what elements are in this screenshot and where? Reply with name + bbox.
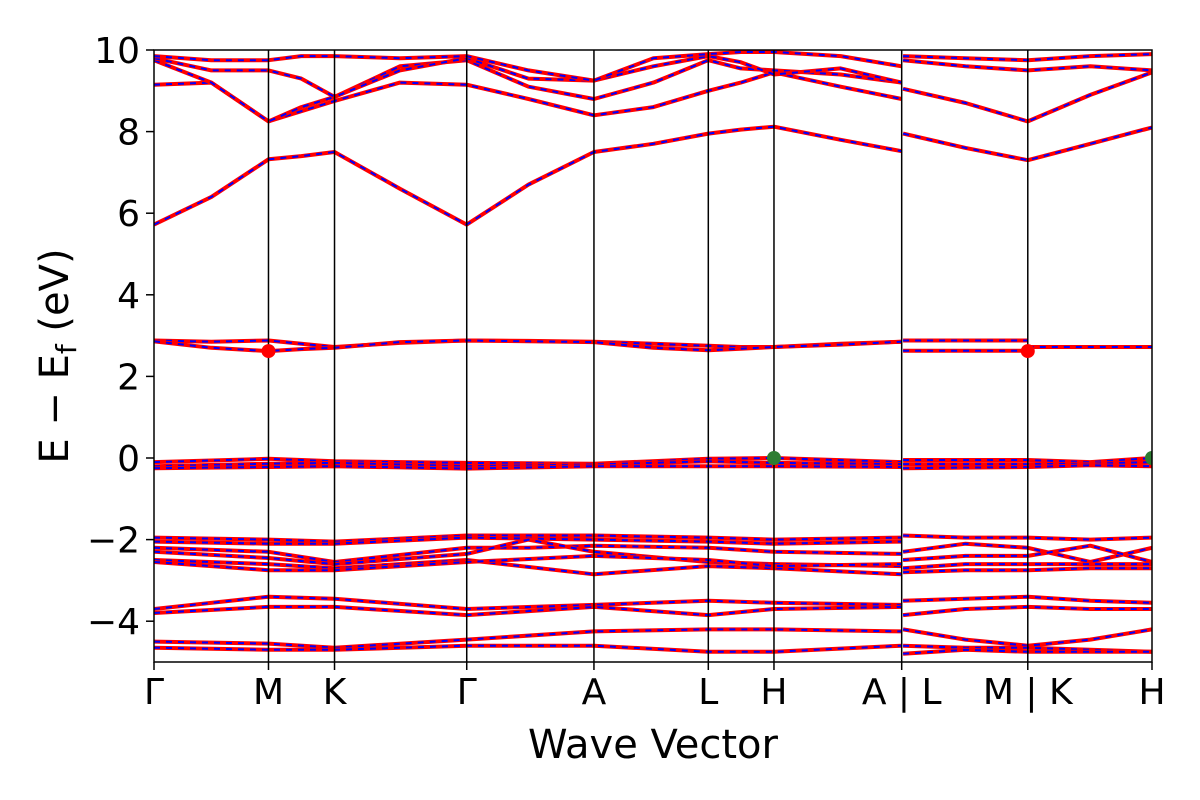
y-tick-label-1: −2	[87, 521, 140, 562]
x-tick-label-9: H	[1138, 672, 1165, 713]
x-tick-label-1: M	[253, 672, 284, 713]
plot-frame	[153, 49, 1153, 663]
band-line-blue-25	[154, 554, 902, 572]
y-axis-label-unit: (eV)	[32, 248, 78, 344]
band-line-blue-24	[154, 558, 902, 576]
band-line-blue-6	[902, 71, 1152, 123]
y-tick-label-6: 8	[117, 113, 140, 154]
high-symmetry-lines	[267, 50, 1029, 662]
band-line-blue-14	[154, 456, 902, 465]
x-tick-label-8: M | K	[983, 672, 1074, 713]
vbm-marker-3	[1145, 451, 1152, 465]
y-axis-label-sub: f	[50, 343, 83, 354]
band-line-blue-18	[903, 461, 1152, 466]
band-line-blue-32	[154, 605, 902, 617]
band-line-blue-35	[154, 628, 902, 649]
bands-layer	[154, 50, 1152, 656]
y-axis-label-main: E − E	[32, 354, 78, 464]
vbm-marker-2	[766, 451, 781, 465]
x-tick-label-6: H	[760, 672, 787, 713]
band-line-blue-19	[903, 464, 1152, 470]
x-tick-label-0: Γ	[144, 672, 164, 713]
y-tick-label-0: −4	[87, 602, 140, 643]
y-tick-label-3: 2	[117, 357, 140, 398]
band-line-blue-31	[154, 595, 902, 611]
y-tick-label-2: 0	[117, 439, 140, 480]
band-line-blue-17	[903, 457, 1152, 464]
x-tick-label-5: L	[698, 672, 718, 713]
band-line-red-3	[154, 54, 903, 99]
band-line-blue-0	[154, 125, 902, 226]
band-line-blue-22	[154, 544, 902, 564]
y-tick-label-5: 6	[117, 194, 140, 235]
y-tick-label-7: 10	[94, 31, 140, 72]
x-tick-label-4: A	[582, 672, 607, 713]
band-line-blue-20	[154, 534, 902, 543]
y-axis-label: E − Ef (eV)	[32, 248, 83, 463]
x-tick-label-3: Γ	[457, 672, 477, 713]
band-line-blue-36	[154, 644, 902, 653]
band-line-blue-4	[154, 51, 902, 82]
extrema-markers	[261, 344, 1152, 465]
band-line-blue-16	[154, 465, 902, 470]
y-axis-ticks: −4 −2 0 2 4 6 8 10	[87, 31, 154, 643]
x-tick-label-2: K	[323, 672, 348, 713]
band-line-blue-15	[154, 460, 902, 468]
cbm-marker-1	[1020, 344, 1035, 359]
y-tick-label-4: 4	[117, 276, 140, 317]
x-axis-label: Wave Vector	[528, 722, 779, 768]
x-tick-label-7: A | L	[862, 672, 942, 713]
cbm-marker-0	[261, 344, 276, 359]
band-line-red-0	[154, 124, 903, 227]
band-line-blue-10	[154, 339, 902, 353]
